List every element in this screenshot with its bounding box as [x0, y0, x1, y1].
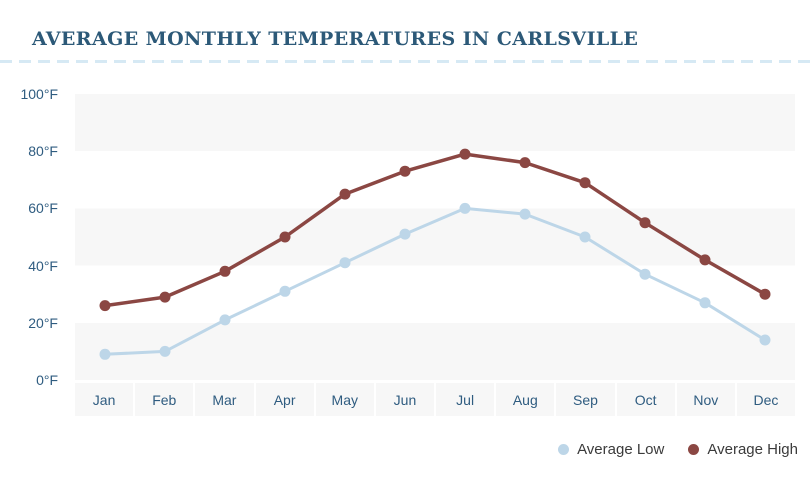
month-cell: Apr: [255, 383, 314, 416]
average-high-dot-icon: [688, 443, 700, 455]
month-label: Aug: [512, 391, 538, 408]
legend-label: Average High: [707, 440, 798, 458]
month-cell: Aug: [496, 383, 555, 416]
y-tick-label: 20°F: [28, 315, 58, 331]
x-axis: Jan Feb Mar Apr May Jun Jul Aug Sep Oct …: [75, 383, 796, 416]
month-label: Nov: [693, 391, 719, 408]
y-tick-label: 60°F: [28, 200, 58, 216]
month-label: Sep: [573, 391, 598, 408]
month-cell: Nov: [676, 383, 735, 416]
month-label: Apr: [273, 391, 296, 408]
month-cell: Dec: [736, 383, 796, 416]
month-cell: Sep: [556, 383, 615, 416]
legend-item-average-high: Average High: [688, 441, 798, 458]
month-cell: Feb: [135, 383, 194, 416]
month-cell: Jul: [436, 383, 495, 416]
page-title: AVERAGE MONTHLY TEMPERATURES IN CARLSVIL…: [32, 28, 639, 50]
legend: Average Low Average High: [558, 440, 798, 458]
month-label: Feb: [152, 391, 177, 408]
month-label: Dec: [753, 391, 779, 408]
y-tick-label: 40°F: [28, 258, 58, 274]
average-low-dot-icon: [558, 443, 570, 455]
y-tick-label: 80°F: [28, 143, 58, 159]
plot-area: [75, 94, 795, 380]
month-label: Oct: [634, 391, 657, 408]
month-cell: May: [315, 383, 374, 416]
dashed-divider: [0, 60, 810, 63]
month-label: Mar: [212, 391, 237, 408]
month-cell: Oct: [616, 383, 675, 416]
month-cell: Mar: [195, 383, 254, 416]
month-label: Jul: [456, 391, 475, 408]
month-label: Jan: [92, 391, 116, 408]
month-label: May: [331, 391, 358, 408]
month-cell: Jun: [375, 383, 435, 416]
y-axis: 100°F 80°F 60°F 40°F 20°F 0°F: [0, 0, 58, 480]
month-cell: Jan: [75, 383, 134, 416]
month-label: Jun: [393, 391, 417, 408]
y-tick-label: 0°F: [36, 372, 58, 388]
legend-item-average-low: Average Low: [558, 441, 664, 458]
y-tick-label: 100°F: [20, 86, 58, 102]
legend-label: Average Low: [577, 440, 665, 458]
